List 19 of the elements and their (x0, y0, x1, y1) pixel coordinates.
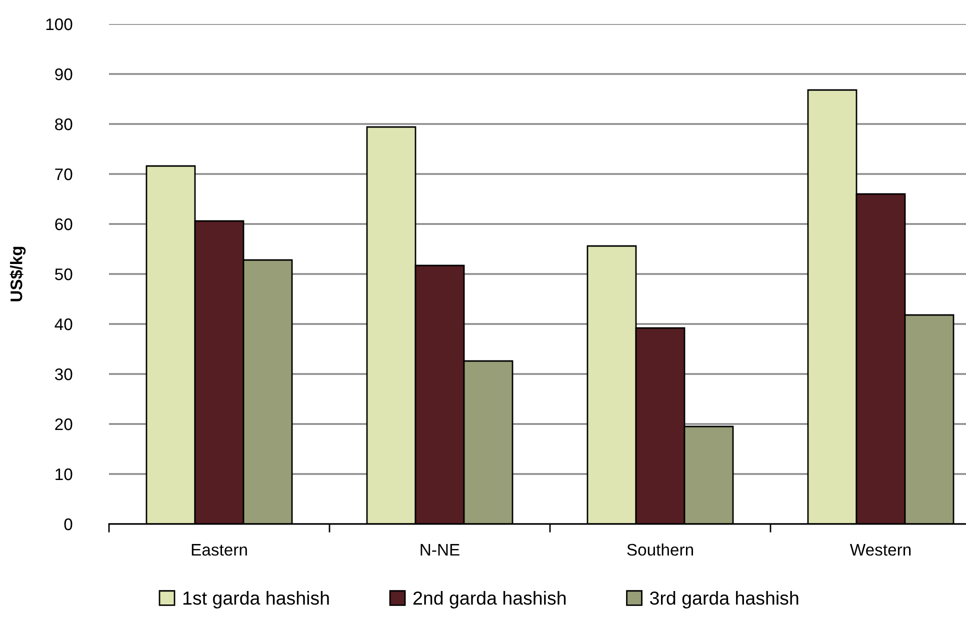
legend-label: 1st garda hashish (183, 590, 329, 608)
legend-label: 2nd garda hashish (413, 590, 566, 608)
x-tick-label: N-NE (420, 544, 460, 556)
x-tick-label: Southern (627, 543, 693, 556)
y-tick-label: 0 (64, 518, 72, 530)
y-tick-label: 20 (55, 418, 72, 430)
y-tick-label: 100 (46, 18, 72, 30)
legend-label: 3rd garda hashish (650, 590, 798, 608)
x-tick-label: Eastern (192, 544, 247, 556)
y-tick-label: 30 (54, 368, 72, 380)
y-tick-label: 40 (54, 318, 72, 330)
y-tick-label: 80 (55, 118, 72, 130)
y-tick-label: 60 (55, 218, 72, 230)
y-tick-label: 10 (56, 468, 72, 480)
y-tick-label: 50 (55, 268, 72, 280)
y-tick-label: 90 (55, 68, 72, 80)
x-tick-label: Western (850, 544, 911, 556)
y-tick-label: 70 (55, 168, 72, 180)
y-axis-title: US$/kg (10, 246, 26, 302)
